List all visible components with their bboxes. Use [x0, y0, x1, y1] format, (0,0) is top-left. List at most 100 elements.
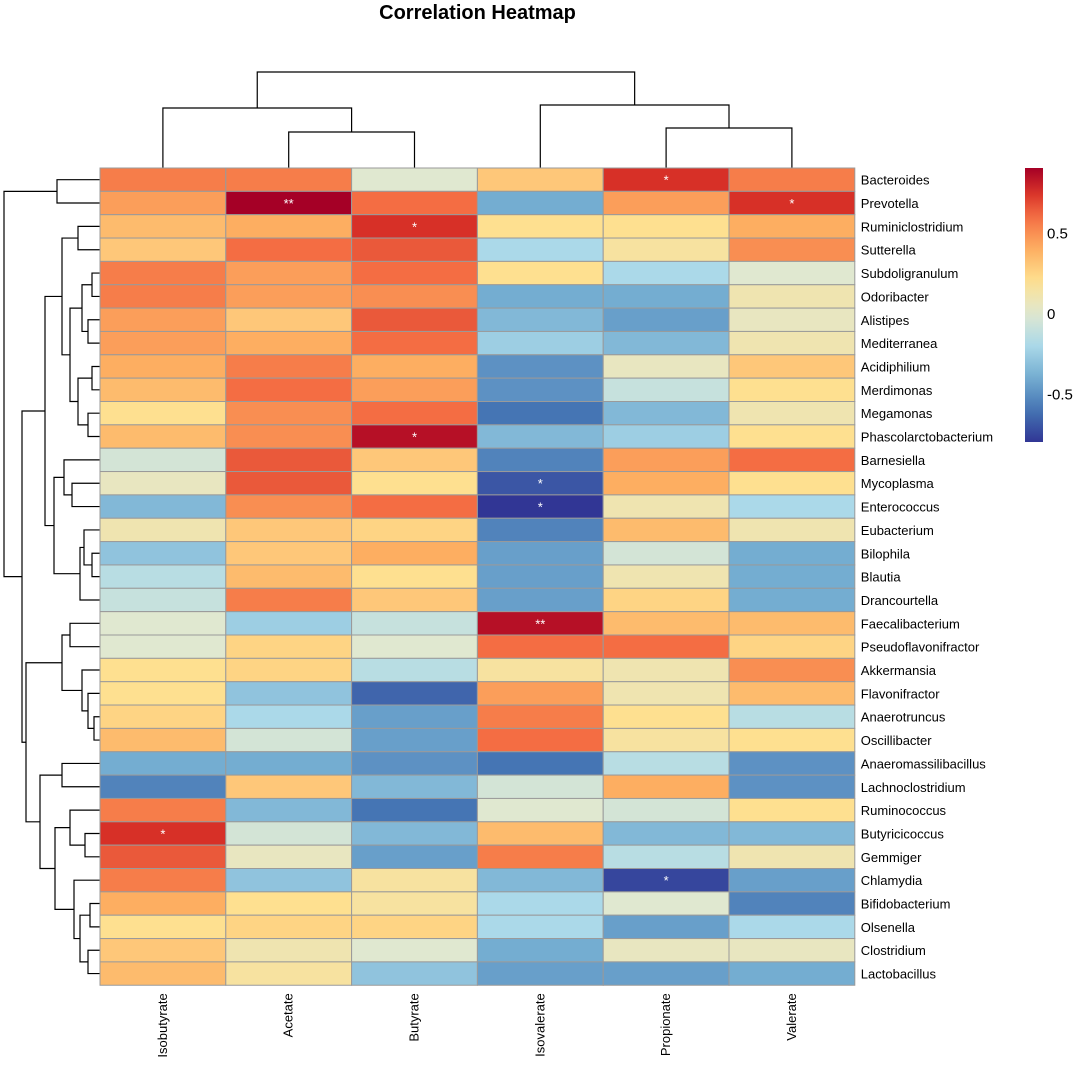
row-label: Drancourtella — [861, 593, 939, 608]
dendrogram-branch — [69, 622, 100, 648]
heatmap-cell — [99, 587, 227, 613]
heatmap-cell — [99, 260, 227, 286]
heatmap-cell — [99, 354, 227, 379]
heatmap-cell — [476, 284, 604, 309]
heatmap-cell — [225, 891, 353, 916]
heatmap-cell — [351, 914, 478, 940]
heatmap-cell — [602, 938, 730, 963]
dendrogram-branch — [84, 832, 100, 858]
heatmap-cell — [602, 471, 730, 496]
significance-star: * — [538, 500, 543, 515]
heatmap-cell — [476, 657, 604, 683]
heatmap-cell — [99, 494, 227, 519]
heatmap-cell — [476, 797, 604, 823]
row-label: Megamonas — [861, 406, 933, 421]
heatmap-cell — [225, 611, 353, 636]
dendrogram-branch — [93, 716, 100, 741]
heatmap-cell — [225, 681, 353, 706]
heatmap-cell — [602, 517, 730, 543]
heatmap-cell — [99, 167, 227, 192]
heatmap-cell — [99, 214, 227, 239]
dendrogram-branch — [91, 272, 100, 298]
heatmap-cell — [602, 657, 730, 683]
dendrogram-branch — [87, 949, 100, 975]
row-label: Ruminococcus — [861, 803, 947, 818]
dendrogram-branch — [61, 762, 100, 788]
heatmap-cell — [602, 377, 730, 402]
heatmap-cell — [476, 447, 604, 473]
dendrogram-branch — [25, 662, 62, 823]
heatmap-cell — [99, 401, 227, 426]
row-label: Enterococcus — [861, 500, 940, 515]
heatmap-cell — [225, 938, 353, 963]
heatmap-cell — [225, 471, 353, 496]
legend-colorbar — [1025, 168, 1043, 442]
heatmap-cell — [99, 424, 227, 449]
significance-star: ** — [535, 616, 545, 631]
significance-star: * — [664, 173, 669, 188]
heatmap-cell — [476, 401, 604, 426]
heatmap-cell — [602, 914, 730, 940]
heatmap-cell — [728, 424, 856, 449]
heatmap-cell — [728, 494, 856, 519]
heatmap-cell — [728, 401, 856, 426]
heatmap-cell — [225, 751, 353, 776]
heatmap-cell — [728, 167, 856, 192]
heatmap-cell — [728, 307, 856, 332]
heatmap-cell — [351, 704, 478, 729]
heatmap-cell — [602, 774, 730, 799]
heatmap-cell — [728, 821, 856, 846]
row-label: Barnesiella — [861, 453, 926, 468]
heatmap-cell — [351, 564, 478, 589]
heatmap-cell — [351, 587, 478, 613]
heatmap-cell — [728, 354, 856, 379]
heatmap-cell — [602, 891, 730, 916]
heatmap-cell — [602, 260, 730, 286]
heatmap-cell — [99, 447, 227, 473]
dendrogram-branch — [89, 902, 100, 928]
significance-star: ** — [284, 196, 294, 211]
heatmap-cell — [602, 541, 730, 566]
heatmap-cell — [602, 821, 730, 846]
row-label: Ruminiclostridium — [861, 219, 964, 234]
heatmap-cell — [476, 237, 604, 262]
row-label: Prevotella — [861, 196, 920, 211]
heatmap-cell — [351, 190, 478, 216]
heatmap-cell — [728, 634, 856, 659]
heatmap-cell — [99, 727, 227, 753]
heatmap-cell — [476, 681, 604, 706]
heatmap-cell — [476, 517, 604, 543]
heatmap-cell — [99, 307, 227, 332]
row-dendrogram — [3, 179, 100, 975]
row-label: Odoribacter — [861, 289, 930, 304]
legend-tick-label: -0.5 — [1047, 387, 1073, 404]
heatmap-cell — [728, 681, 856, 706]
dendrogram-branch — [288, 131, 416, 168]
heatmap-cell — [225, 517, 353, 543]
heatmap-cell — [225, 494, 353, 519]
heatmap-cell — [476, 844, 604, 870]
dendrogram-branch — [56, 179, 100, 204]
dendrogram-branch — [87, 412, 100, 438]
heatmap-cell — [225, 821, 353, 846]
row-label: Merdimonas — [861, 383, 933, 398]
heatmap-cell — [225, 961, 353, 986]
heatmap-cell — [99, 541, 227, 566]
significance-star: * — [789, 196, 794, 211]
heatmap-cell — [225, 868, 353, 893]
heatmap-cell — [225, 307, 353, 332]
dendrogram-branch — [81, 284, 92, 333]
heatmap-cell — [225, 377, 353, 402]
heatmap-cell — [351, 237, 478, 262]
row-label: Bacteroides — [861, 173, 930, 188]
heatmap-cell — [351, 961, 478, 986]
heatmap-cell — [351, 657, 478, 683]
heatmap-cell — [225, 237, 353, 262]
heatmap-cell — [225, 214, 353, 239]
heatmap-cell — [476, 868, 604, 893]
dendrogram-branch — [63, 459, 100, 496]
column-label: Isovalerate — [532, 993, 547, 1057]
dendrogram-branch — [39, 774, 62, 870]
heatmap-cell — [351, 611, 478, 636]
heatmap-cell — [728, 330, 856, 356]
